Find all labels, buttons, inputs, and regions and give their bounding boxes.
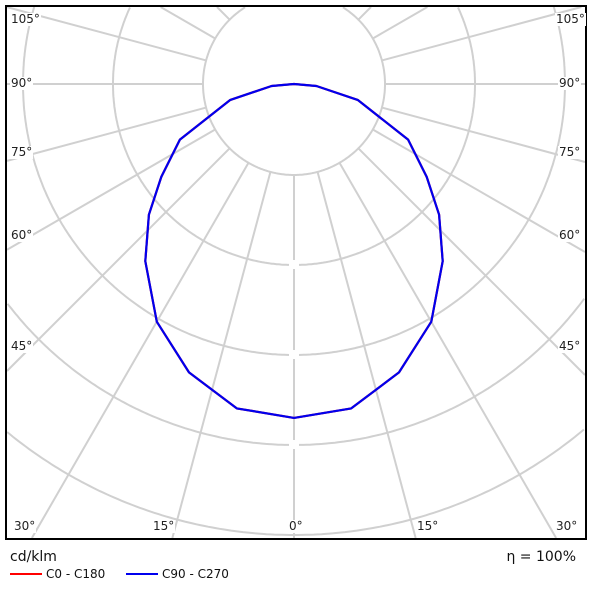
- angle-label: 15°: [416, 519, 440, 533]
- angle-label: 60°: [558, 228, 582, 242]
- grid-spoke: [171, 171, 272, 539]
- angle-label: 105°: [555, 12, 586, 26]
- angle-label: 90°: [558, 76, 582, 90]
- series-curve-1: [144, 82, 444, 419]
- grid-spoke: [160, 6, 216, 40]
- grid-ring: [6, 298, 586, 446]
- grid-spoke: [6, 106, 207, 162]
- grid-spoke: [6, 128, 216, 251]
- angle-label: 45°: [558, 339, 582, 353]
- grid-spoke: [316, 171, 417, 539]
- grid-spoke: [6, 147, 231, 372]
- angle-label: 30°: [13, 519, 37, 533]
- grid-ring: [202, 6, 386, 176]
- angle-label: 30°: [555, 519, 579, 533]
- grid-spoke: [216, 6, 231, 21]
- angle-label: 60°: [10, 228, 34, 242]
- grid-spoke: [381, 6, 582, 62]
- angle-label: 45°: [10, 339, 34, 353]
- legend-item-c0-c180: C0 - C180: [10, 567, 105, 581]
- legend-label: C90 - C270: [162, 567, 229, 581]
- angle-label: 75°: [558, 145, 582, 159]
- ring-label-gap: [289, 350, 299, 359]
- legend-swatch: [126, 573, 158, 575]
- grid-spoke: [31, 162, 250, 539]
- angle-label: 105°: [10, 12, 41, 26]
- grid-spoke: [372, 128, 586, 253]
- legend-item-c90-c270: C90 - C270: [126, 567, 229, 581]
- angle-label: 90°: [10, 76, 34, 90]
- angle-label: 75°: [10, 145, 34, 159]
- grid-spoke: [338, 162, 557, 539]
- angle-label: 15°: [152, 519, 176, 533]
- ring-label-gap: [289, 440, 299, 449]
- legend-swatch: [10, 573, 42, 575]
- grid-spoke: [357, 147, 586, 376]
- grid-spoke: [357, 6, 372, 21]
- unit-label: cd/klm: [10, 549, 57, 565]
- angle-label: 0°: [288, 519, 304, 533]
- ring-label-gap: [289, 260, 299, 269]
- grid-ring: [112, 7, 476, 266]
- grid-spoke: [372, 6, 428, 40]
- efficiency-label: η = 100%: [506, 549, 576, 565]
- grid-ring: [6, 428, 585, 536]
- legend-label: C0 - C180: [46, 567, 106, 581]
- chart-frame: [5, 5, 587, 540]
- grid-spoke: [381, 106, 586, 163]
